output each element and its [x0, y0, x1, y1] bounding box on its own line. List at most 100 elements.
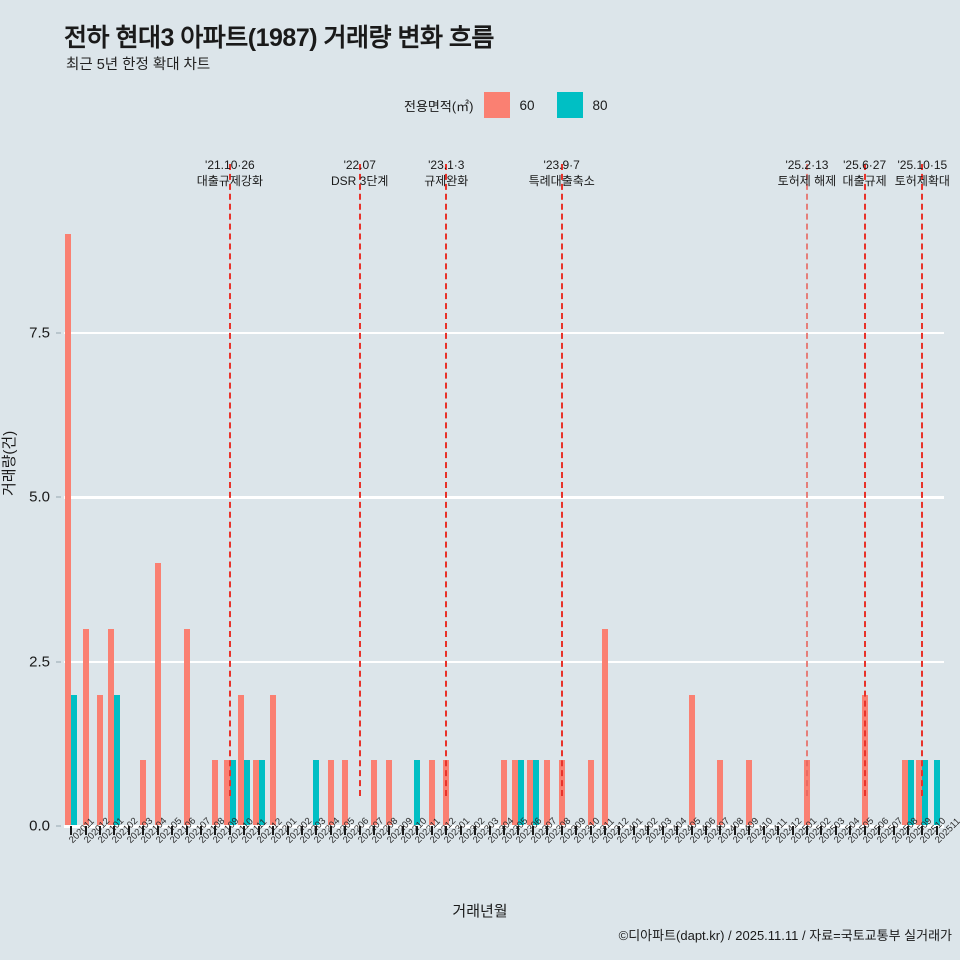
bar-60: [385, 760, 392, 826]
x-tick-mark: [546, 826, 549, 835]
bar-60: [526, 760, 533, 826]
x-tick-mark: [402, 826, 405, 835]
legend-swatch-60: [483, 92, 510, 118]
x-axis-title: 거래년월: [452, 903, 508, 920]
x-tick-mark: [805, 826, 808, 835]
bar-60: [140, 760, 147, 826]
x-tick-mark: [243, 826, 246, 835]
event-label: '25.2·13 토허제 해제: [747, 157, 867, 189]
x-tick-mark: [228, 826, 231, 835]
y-tick-label: 5.0: [29, 488, 50, 506]
x-tick-mark: [575, 826, 578, 835]
bar-80: [229, 760, 236, 826]
event-text: 토허제 해제: [777, 174, 837, 188]
y-tick-label: 7.5: [29, 324, 50, 342]
bar-60: [183, 628, 190, 826]
x-tick-mark: [171, 826, 174, 835]
legend-label-80: 80: [592, 97, 608, 113]
bar-60: [428, 760, 435, 826]
event-marker-line: [863, 164, 866, 796]
x-tick-mark: [531, 826, 534, 835]
x-tick-mark: [849, 826, 852, 835]
x-tick-mark: [676, 826, 679, 835]
bar-60: [688, 694, 695, 826]
gridline: [64, 660, 944, 664]
x-tick-mark: [416, 826, 419, 835]
x-tick-mark: [503, 826, 505, 835]
event-label: '21.10·26 대출규제강화: [170, 157, 290, 189]
y-tick-label: 2.5: [29, 653, 50, 671]
x-tick-mark: [99, 826, 102, 835]
x-tick-mark: [156, 826, 159, 835]
event-text: 토허제확대: [894, 174, 950, 188]
x-tick-mark: [430, 826, 433, 835]
y-tick-mark: [56, 496, 61, 499]
bar-60: [327, 760, 334, 826]
bar-80: [313, 760, 320, 826]
x-tick-mark: [603, 826, 606, 835]
bar-60: [270, 694, 277, 826]
bar-60: [238, 694, 245, 826]
x-tick-mark: [214, 826, 217, 835]
legend-swatch-80: [556, 92, 583, 118]
event-date: '25.10·15: [897, 158, 948, 172]
bar-60: [97, 694, 104, 826]
bar-60: [916, 760, 923, 826]
x-tick-mark: [272, 826, 275, 835]
bar-60: [512, 760, 519, 826]
x-tick-mark: [517, 826, 520, 835]
event-date: '23.9·7: [543, 158, 580, 172]
chart-subtitle: 최근 5년 한정 확대 차트: [66, 57, 211, 73]
event-text: DSR 3단계: [331, 174, 389, 188]
bar-60: [371, 760, 378, 826]
bar-60: [601, 628, 608, 826]
x-tick-mark: [661, 826, 664, 835]
x-tick-mark: [387, 826, 390, 835]
event-date: '21.10·26: [205, 158, 255, 172]
bar-60: [82, 628, 89, 826]
x-tick-mark: [445, 826, 448, 835]
y-tick-mark: [56, 660, 61, 663]
footer-credit: ©디아파트(dapt.kr) / 2025.11.11 / 자료=국토교통부 실…: [618, 928, 952, 943]
event-label: '22.07 DSR 3단계: [300, 157, 420, 189]
gridline: [64, 331, 944, 335]
legend-label-60: 60: [519, 97, 535, 113]
x-tick-mark: [834, 826, 837, 835]
x-tick-mark: [286, 826, 289, 835]
bar-60: [901, 760, 908, 826]
x-tick-mark: [142, 826, 145, 835]
event-label: '25.6·27 대출규제: [805, 157, 925, 189]
bar-60: [587, 760, 594, 826]
x-tick-mark: [618, 826, 621, 835]
bar-60: [746, 760, 753, 826]
x-tick-mark: [820, 826, 823, 835]
x-tick-mark: [373, 826, 376, 835]
x-tick-mark: [113, 826, 116, 835]
x-tick-mark: [257, 826, 260, 835]
bar-80: [71, 694, 78, 826]
x-tick-mark: [719, 826, 722, 835]
event-label: '23.1·3 규제완화: [386, 157, 506, 189]
bar-60: [223, 760, 230, 826]
x-tick-mark: [315, 826, 318, 835]
bar-60: [501, 760, 507, 826]
x-axis: 202011 202012 202101 202102 202103 202104 2021…: [64, 816, 960, 946]
y-tick-label: 0.0: [29, 817, 50, 835]
bar-80: [922, 760, 929, 826]
x-tick-mark: [474, 826, 477, 835]
event-date: '22.07: [343, 158, 376, 172]
y-tick-mark: [56, 331, 61, 334]
bar-60: [212, 760, 219, 826]
x-tick-mark: [329, 826, 332, 835]
x-tick-mark: [358, 826, 361, 835]
bar-60: [342, 760, 349, 826]
x-tick-mark: [762, 826, 765, 835]
legend-title: 전용면적(㎡): [404, 98, 474, 114]
event-text: 특례대출축소: [528, 174, 595, 188]
x-tick-mark: [863, 826, 866, 835]
x-tick-mark: [70, 826, 73, 835]
x-tick-mark: [777, 826, 780, 835]
x-tick-mark: [647, 826, 650, 835]
y-axis-title: 거래량(건): [1, 430, 18, 496]
event-date: '25.6·27: [843, 158, 887, 172]
